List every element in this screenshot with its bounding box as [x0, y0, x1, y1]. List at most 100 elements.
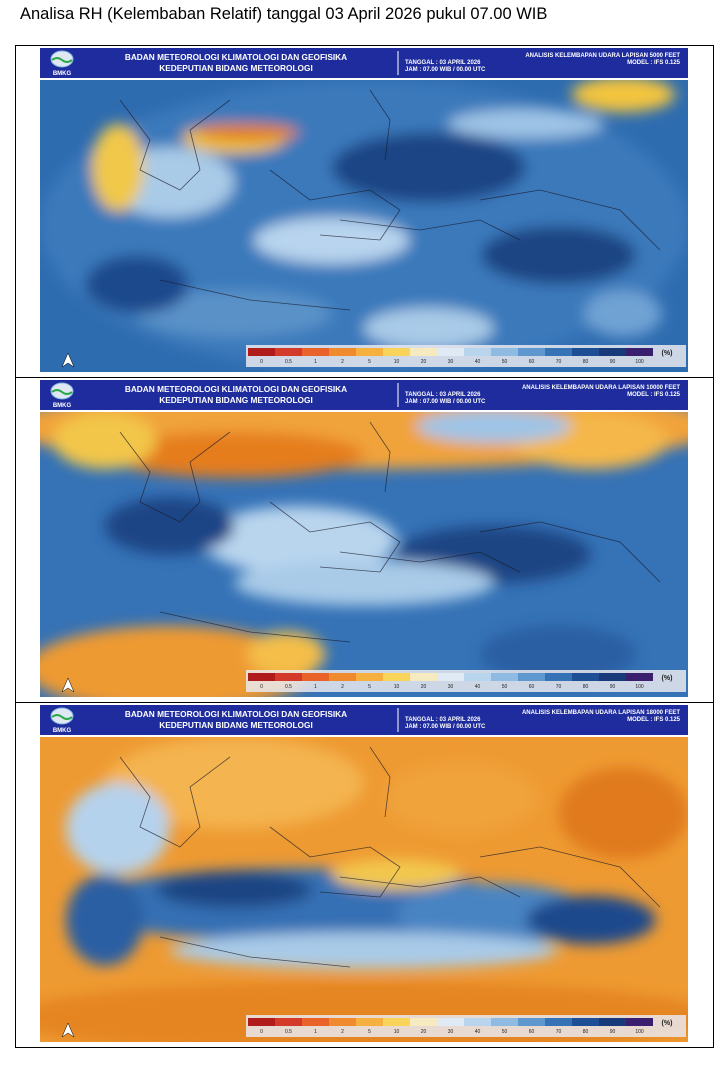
legend-swatch	[464, 673, 491, 681]
deputy-name: KEDEPUTIAN BIDANG METEOROLOGI	[159, 395, 313, 405]
legend-swatch	[572, 348, 599, 356]
legend-label: 50	[502, 1029, 508, 1035]
humidity-area	[331, 132, 526, 203]
humidity-area	[202, 506, 397, 575]
legend-label: 0.5	[285, 1029, 292, 1035]
legend-swatch	[491, 348, 518, 356]
map-image	[40, 412, 688, 697]
model-name: MODEL : IFS 0.125	[627, 60, 681, 66]
legend-swatch	[464, 348, 491, 356]
coastline	[119, 89, 661, 311]
legend-swatch	[437, 673, 464, 681]
legend-swatch	[437, 1018, 464, 1026]
legend-swatch	[545, 673, 572, 681]
map-image	[40, 737, 688, 1042]
humidity-area	[104, 497, 235, 555]
legend-label: 90	[610, 359, 616, 365]
legend-label: 0.5	[285, 359, 292, 365]
humidity-area	[584, 290, 663, 337]
analysis-title: ANALISIS KELEMBAPAN UDARA LAPISAN 5000 F…	[525, 53, 680, 59]
legend-label: 20	[421, 1029, 427, 1035]
analysis-time: JAM : 07.00 WIB / 00.00 UTC	[405, 67, 486, 73]
legend-label: 50	[502, 359, 508, 365]
agency-name: BADAN METEOROLOGI KLIMATOLOGI DAN GEOFIS…	[125, 52, 347, 62]
humidity-area	[195, 123, 300, 142]
legend-label: 90	[610, 684, 616, 690]
legend-label: 1	[314, 1029, 317, 1035]
legend-swatch	[572, 673, 599, 681]
map-panel: BMKG BADAN METEOROLOGI KLIMATOLOGI DAN GE…	[40, 48, 688, 372]
humidity-area	[558, 767, 688, 859]
legend-swatch	[356, 673, 383, 681]
north-arrow	[61, 1022, 75, 1038]
analysis-time: JAM : 07.00 WIB / 00.00 UTC	[405, 399, 486, 405]
header-band	[40, 48, 688, 78]
map-image	[40, 80, 688, 372]
legend-label: 10	[394, 684, 400, 690]
legend-swatch	[356, 348, 383, 356]
logo-text: BMKG	[53, 728, 72, 734]
legend-swatch	[545, 348, 572, 356]
analysis-title: ANALISIS KELEMBAPAN UDARA LAPISAN 18000 …	[522, 710, 680, 716]
logo-wave	[51, 714, 73, 720]
legend-unit: (%)	[662, 1020, 673, 1027]
legend-label: 5	[368, 359, 371, 365]
model-name: MODEL : IFS 0.125	[627, 392, 681, 398]
logo-wave	[51, 389, 73, 395]
header-band	[40, 705, 688, 735]
humidity-area	[571, 80, 676, 113]
legend-label: 0	[260, 359, 263, 365]
north-arrow	[61, 352, 75, 368]
legend-label: 30	[448, 1029, 454, 1035]
logo-wave	[51, 57, 73, 63]
legend-label: 70	[556, 684, 562, 690]
table-border	[15, 45, 714, 1048]
legend-swatch	[464, 1018, 491, 1026]
legend-swatch	[518, 348, 545, 356]
legend-swatch	[491, 1018, 518, 1026]
legend-label: 2	[341, 1029, 344, 1035]
legend-label: 90	[610, 1029, 616, 1035]
legend-swatch	[248, 673, 275, 681]
legend-swatch	[626, 673, 653, 681]
legend-label: 100	[635, 1029, 644, 1035]
legend-swatch	[518, 673, 545, 681]
legend-label: 40	[475, 1029, 481, 1035]
legend-label: 5	[368, 684, 371, 690]
legend-label: 0.5	[285, 684, 292, 690]
humidity-area	[383, 761, 539, 835]
analysis-title: ANALISIS KELEMBAPAN UDARA LAPISAN 10000 …	[522, 385, 680, 391]
analysis-date: TANGGAL : 03 APRIL 2026	[405, 392, 481, 398]
humidity-area	[52, 412, 157, 469]
humidity-area	[526, 895, 656, 945]
legend-label: 100	[635, 684, 644, 690]
humidity-area	[234, 560, 494, 606]
legend-swatch	[248, 348, 275, 356]
legend-label: 60	[529, 1029, 535, 1035]
humidity-area	[85, 255, 190, 314]
legend-label: 1	[314, 359, 317, 365]
legend-label: 80	[583, 1029, 589, 1035]
legend-swatch	[545, 1018, 572, 1026]
humidity-area	[247, 631, 326, 678]
model-name: MODEL : IFS 0.125	[627, 717, 681, 723]
legend-label: 20	[421, 359, 427, 365]
legend-swatch	[302, 673, 329, 681]
legend-swatch	[275, 1018, 302, 1026]
legend-swatch	[383, 348, 410, 356]
analysis-date: TANGGAL : 03 APRIL 2026	[405, 60, 481, 66]
legend-label: 100	[635, 359, 644, 365]
legend-swatch	[626, 1018, 653, 1026]
coastline	[119, 421, 661, 643]
legend-swatch	[410, 1018, 437, 1026]
coastline	[119, 746, 661, 968]
deputy-name: KEDEPUTIAN BIDANG METEOROLOGI	[159, 63, 313, 73]
legend-swatch	[275, 348, 302, 356]
humidity-area	[104, 431, 364, 478]
legend-swatch	[572, 1018, 599, 1026]
legend-label: 40	[475, 359, 481, 365]
legend-label: 10	[394, 1029, 400, 1035]
analysis-date: TANGGAL : 03 APRIL 2026	[405, 717, 481, 723]
legend-label: 0	[260, 1029, 263, 1035]
header-band	[40, 380, 688, 410]
